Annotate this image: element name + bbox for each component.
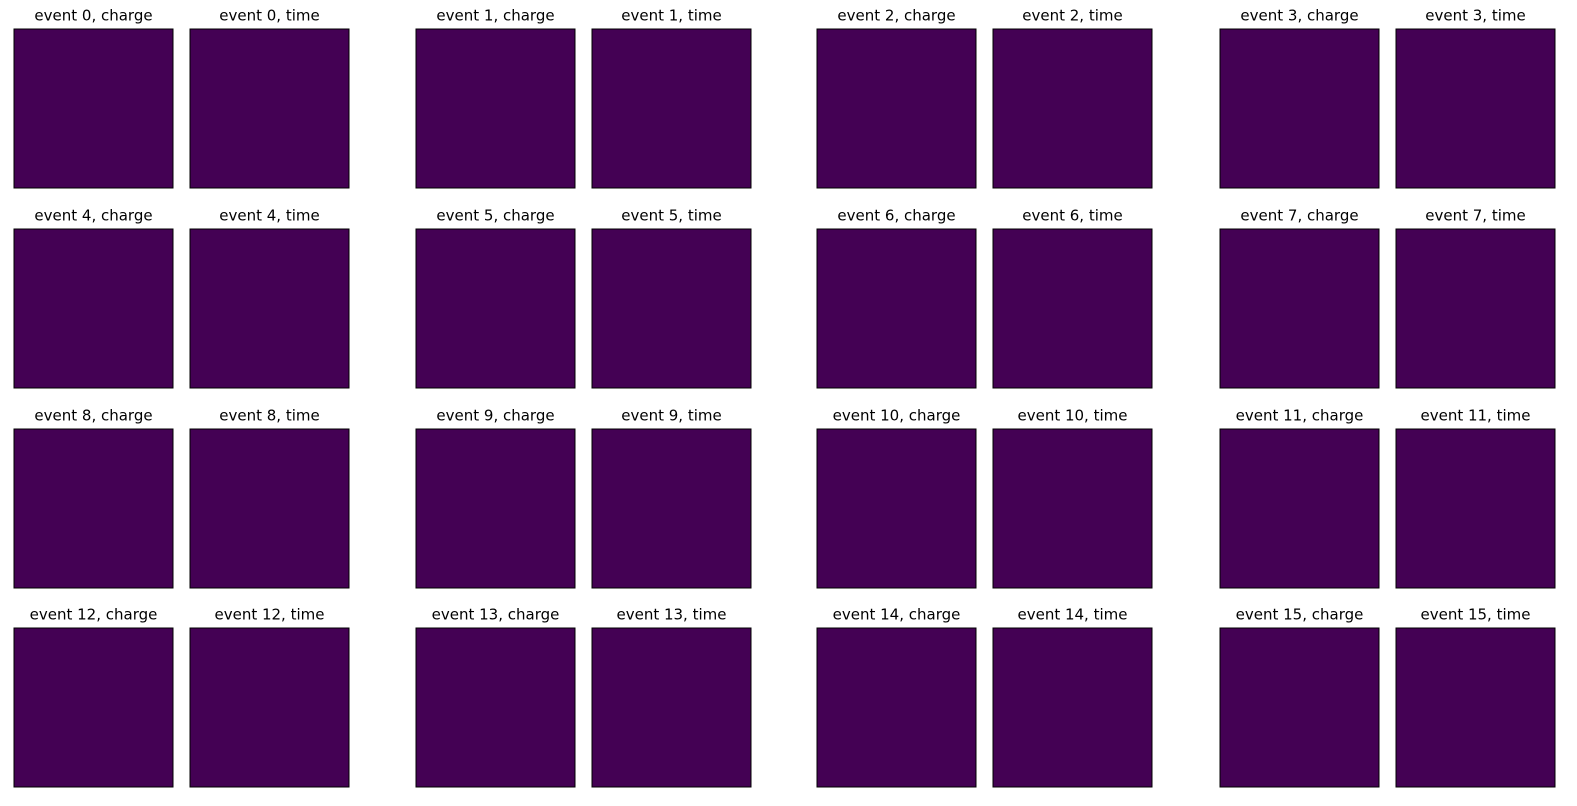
- heatmap-panel: [415, 627, 576, 788]
- panel-title: event 2, time: [1022, 7, 1122, 25]
- panel-title: event 14, charge: [833, 606, 961, 624]
- panel-title: event 9, charge: [436, 407, 554, 425]
- panel-title: event 11, time: [1420, 407, 1530, 425]
- heatmap-panel: [189, 228, 350, 389]
- heatmap-panel: [189, 428, 350, 589]
- heatmap-panel: [189, 627, 350, 788]
- heatmap-panel: [13, 428, 174, 589]
- panel-title: event 0, charge: [34, 7, 152, 25]
- heatmap-panel: [816, 627, 977, 788]
- heatmap-panel: [13, 627, 174, 788]
- heatmap-panel: [1219, 627, 1380, 788]
- panel-title: event 5, charge: [436, 207, 554, 225]
- heatmap-panel: [415, 28, 576, 189]
- panel-title: event 1, time: [621, 7, 721, 25]
- panel-title: event 3, time: [1425, 7, 1525, 25]
- panel-title: event 4, charge: [34, 207, 152, 225]
- panel-title: event 10, time: [1017, 407, 1127, 425]
- panel-title: event 13, time: [616, 606, 726, 624]
- heatmap-panel: [591, 228, 752, 389]
- heatmap-panel: [992, 228, 1153, 389]
- panel-title: event 4, time: [219, 207, 319, 225]
- panel-title: event 5, time: [621, 207, 721, 225]
- panel-title: event 12, time: [214, 606, 324, 624]
- heatmap-panel: [816, 228, 977, 389]
- heatmap-panel: [189, 28, 350, 189]
- panel-title: event 14, time: [1017, 606, 1127, 624]
- panel-title: event 2, charge: [837, 7, 955, 25]
- panel-title: event 8, charge: [34, 407, 152, 425]
- heatmap-panel: [1395, 428, 1556, 589]
- panel-title: event 11, charge: [1236, 407, 1364, 425]
- heatmap-panel: [1219, 228, 1380, 389]
- panel-title: event 10, charge: [833, 407, 961, 425]
- panel-title: event 6, charge: [837, 207, 955, 225]
- heatmap-panel: [591, 428, 752, 589]
- heatmap-panel: [591, 627, 752, 788]
- heatmap-panel: [992, 627, 1153, 788]
- panel-title: event 15, time: [1420, 606, 1530, 624]
- heatmap-panel: [1219, 28, 1380, 189]
- panel-title: event 3, charge: [1240, 7, 1358, 25]
- panel-title: event 13, charge: [432, 606, 560, 624]
- panel-title: event 6, time: [1022, 207, 1122, 225]
- heatmap-panel: [415, 228, 576, 389]
- heatmap-panel: [816, 28, 977, 189]
- panel-title: event 12, charge: [30, 606, 158, 624]
- heatmap-panel: [13, 28, 174, 189]
- heatmap-panel: [415, 428, 576, 589]
- heatmap-panel: [591, 28, 752, 189]
- panel-title: event 7, time: [1425, 207, 1525, 225]
- panel-title: event 15, charge: [1236, 606, 1364, 624]
- heatmap-panel: [13, 228, 174, 389]
- heatmap-panel: [992, 28, 1153, 189]
- panel-title: event 8, time: [219, 407, 319, 425]
- heatmap-panel: [816, 428, 977, 589]
- heatmap-panel: [992, 428, 1153, 589]
- heatmap-panel: [1395, 28, 1556, 189]
- panel-title: event 9, time: [621, 407, 721, 425]
- heatmap-panel: [1219, 428, 1380, 589]
- panel-title: event 0, time: [219, 7, 319, 25]
- panel-title: event 1, charge: [436, 7, 554, 25]
- panel-title: event 7, charge: [1240, 207, 1358, 225]
- heatmap-panel: [1395, 228, 1556, 389]
- heatmap-panel: [1395, 627, 1556, 788]
